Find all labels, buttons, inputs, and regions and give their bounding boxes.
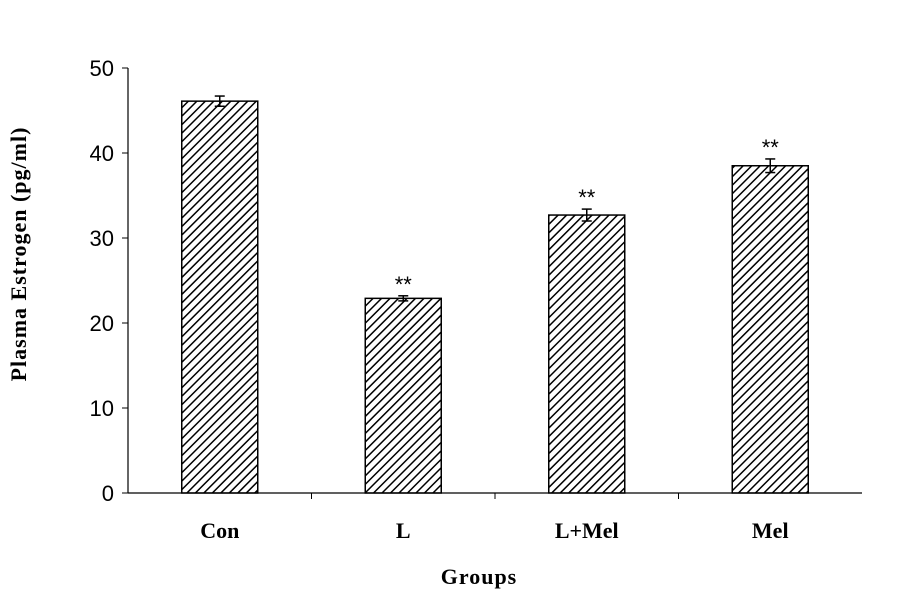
significance-label: ** xyxy=(395,272,413,297)
bar-l-mel xyxy=(548,214,626,494)
x-tick-label: Mel xyxy=(752,518,789,543)
axes-group xyxy=(122,67,862,499)
bar-l xyxy=(364,297,442,494)
y-tick-label: 30 xyxy=(90,226,114,251)
y-tick-label: 50 xyxy=(90,56,114,81)
y-tick-label: 40 xyxy=(90,141,114,166)
y-tick-label: 0 xyxy=(102,481,114,506)
y-tick-label: 20 xyxy=(90,311,114,336)
bar-mel xyxy=(731,165,809,494)
x-tick-label: L xyxy=(396,518,411,543)
x-tick-label: L+Mel xyxy=(555,518,619,543)
significance-label: ** xyxy=(578,185,596,210)
significance-label: ** xyxy=(762,135,780,160)
labels-group: Con ** L ** L+Mel ** Mel 0 10 20 30 40 50 xyxy=(90,56,789,543)
x-axis-title: Groups xyxy=(441,564,518,589)
bar-con xyxy=(181,100,259,494)
bars-group xyxy=(181,95,809,494)
x-tick-label: Con xyxy=(200,518,239,543)
y-axis-title: Plasma Estrogen (pg/ml) xyxy=(6,127,31,382)
y-tick-label: 10 xyxy=(90,396,114,421)
